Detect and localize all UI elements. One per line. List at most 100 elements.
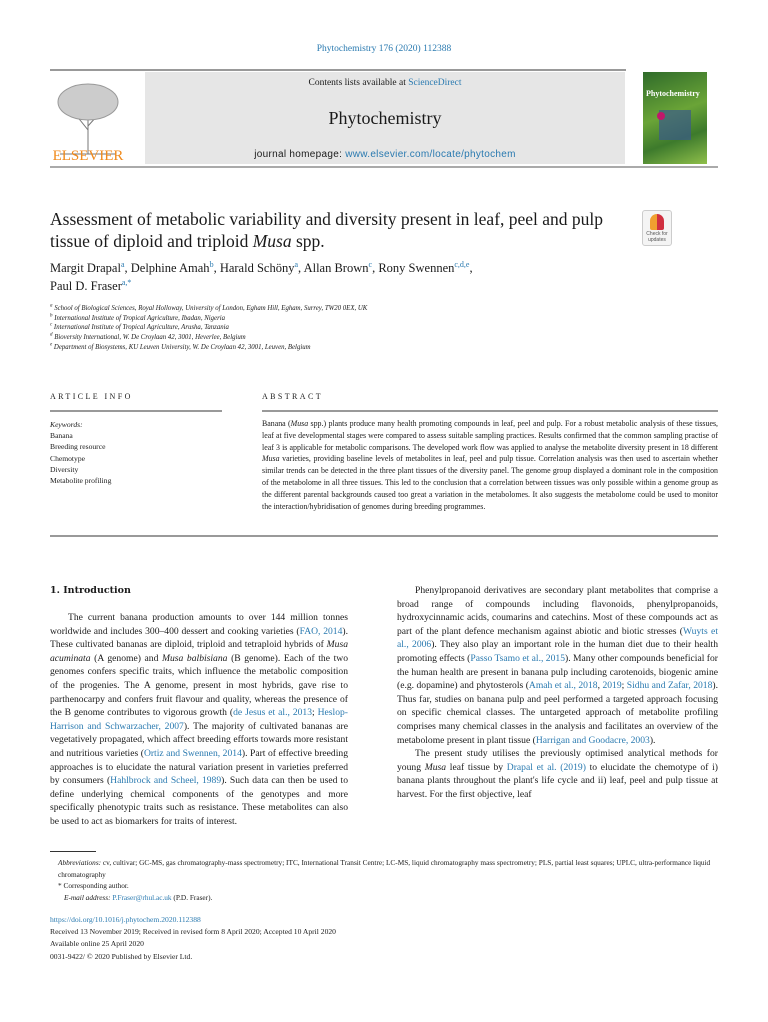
italic-text: Musa (262, 454, 280, 464)
text-run: ). The majority of cultivated ba­nanas a… (50, 720, 348, 759)
affiliation: c International Institute of Tropical Ag… (50, 323, 670, 333)
section-heading-introduction: 1. Introduction (50, 585, 131, 596)
text-run: ). Such data can then be used to define … (50, 775, 348, 827)
author-name[interactable]: Harald Schöny (219, 261, 295, 275)
text-run: Banana ( (262, 419, 291, 428)
text-run: ; (621, 680, 627, 692)
doi-link[interactable]: https://doi.org/10.1016/j.phytochem.2020… (50, 915, 201, 924)
homepage-link[interactable]: www.elsevier.com/locate/phytochem (345, 149, 516, 160)
author[interactable]: Delphine Amahb (130, 259, 214, 275)
email-suffix: (P.D. Fraser). (171, 892, 213, 902)
divider (262, 410, 718, 412)
author-affiliation-mark[interactable]: a,* (121, 277, 132, 287)
affiliation-mark: b (50, 313, 53, 319)
title-genus: Musa (252, 231, 292, 251)
author-affiliation-mark[interactable]: b (209, 259, 214, 269)
affiliations: a School of Biological Sciences, Royal H… (50, 304, 670, 353)
citation-link[interactable]: Hahlbrock and Scheel, 1989 (110, 775, 222, 787)
email-link[interactable]: P.Fraser@rhul.ac.uk (112, 892, 172, 902)
author-affiliation-mark[interactable]: c,d,e (454, 259, 470, 269)
affiliation-text: School of Biological Sciences, Royal Hol… (52, 305, 368, 312)
citation-link[interactable]: Wuyts et al., 2006 (397, 625, 718, 651)
affiliation-text: Bioversity International, W. De Croylaan… (52, 334, 246, 342)
citation-link[interactable]: de Jesus et al., 2013 (233, 707, 313, 719)
author-name[interactable]: Margit Drapal (50, 261, 121, 275)
keyword[interactable]: Chemotype (50, 453, 86, 463)
text-run: The current banana production amounts to… (50, 612, 348, 637)
affiliation: e Department of Biosystems, KU Leuven Un… (50, 343, 670, 353)
abstract-text: Banana (Musa spp.) plants produce many h… (262, 418, 718, 512)
body-column-left: The current banana production amounts to… (50, 611, 348, 829)
title-text: spp. (291, 231, 325, 251)
body-column-right: Phenylpropanoid derivatives are secondar… (397, 584, 718, 802)
author-affiliation-mark[interactable]: a (120, 259, 125, 269)
divider (50, 410, 222, 412)
affiliation-text: International Institute of Tropical Agri… (52, 324, 229, 332)
author-separator: , (372, 261, 379, 275)
citation-link[interactable]: Heslop-Harrison and Schwarzacher, 2007 (50, 707, 348, 732)
footnote-rule (50, 851, 96, 852)
citation-link[interactable]: Passo Tsamo et al., 2015 (470, 652, 565, 664)
article-info-heading: ARTICLE INFO (50, 392, 133, 401)
italic-text: Musa (290, 419, 309, 428)
journal-header-box: Contents lists available at ScienceDirec… (145, 72, 625, 164)
divider (50, 535, 718, 537)
citation-link[interactable]: Sidhu and Zafar, 2018 (626, 680, 713, 692)
affiliation-text: Department of Biosystems, KU Leuven Univ… (52, 343, 311, 351)
keyword[interactable]: Metabolite profiling (50, 476, 112, 486)
cover-marker (657, 112, 665, 120)
affiliation-mark: a (50, 303, 53, 309)
author[interactable]: Margit Drapala (50, 259, 125, 275)
author-list: Margit Drapala, Delphine Amahb, Harald S… (50, 259, 670, 295)
citation-link[interactable]: FAO, 2014 (299, 625, 343, 637)
journal-cover-image: Phytochemistry (643, 72, 707, 164)
homepage-prefix: journal homepage: (254, 149, 346, 160)
publication-info: https://doi.org/10.1016/j.phytochem.2020… (50, 914, 718, 963)
author[interactable]: Paul D. Frasera,* (50, 277, 132, 293)
paragraph: Phenylpropanoid derivatives are secondar… (397, 584, 718, 747)
text-run: Phenylpropanoid derivatives are secondar… (397, 585, 718, 637)
abstract-heading: ABSTRACT (262, 392, 323, 401)
check-for-updates-button[interactable]: Check for updates (642, 210, 672, 246)
text-run: varieties, providing baseline levels of … (262, 454, 718, 511)
abbreviations-footnote: Abbreviations: cv, cultivar; GC-MS, gas … (50, 857, 718, 880)
text-run: ). Part of effective breeding approaches… (50, 747, 348, 787)
citation-link[interactable]: Amah et al., 2018 (528, 680, 598, 692)
author[interactable]: Allan Brownc (303, 259, 373, 275)
text-run: spp.) plants produce many health promoti… (262, 419, 718, 452)
author-name[interactable]: Rony Swennen (378, 261, 455, 275)
citation-link[interactable]: Harrigan and Goodacre, 2003 (535, 734, 650, 746)
affiliation: b International Institute of Tropical Ag… (50, 313, 670, 324)
keyword[interactable]: Diversity (50, 464, 79, 474)
author[interactable]: Harald Schönya (219, 259, 299, 275)
affiliation-mark: e (50, 342, 53, 348)
citation-link[interactable]: Ortiz and Swennen, 2014 (143, 747, 242, 759)
affiliation: a School of Biological Sciences, Royal H… (50, 304, 670, 314)
keyword[interactable]: Banana (50, 431, 73, 441)
keywords-label: Keywords: (50, 420, 83, 429)
abbrev-label: Abbreviations: (58, 858, 102, 867)
elsevier-tree-logo (57, 83, 119, 155)
author-affiliation-mark[interactable]: a (294, 259, 299, 269)
journal-reference-link[interactable]: Phytochemistry 176 (2020) 112388 (316, 44, 452, 54)
received-dates: Received 13 November 2019; Received in r… (50, 927, 336, 937)
homepage-line: journal homepage: www.elsevier.com/locat… (145, 149, 625, 160)
elsevier-wordmark: ELSEVIER (52, 148, 124, 164)
paragraph: The current banana production amounts to… (50, 611, 348, 829)
keyword[interactable]: Breeding resource (50, 442, 106, 452)
author-affiliation-mark[interactable]: c (368, 259, 373, 269)
contents-line: Contents lists available at ScienceDirec… (145, 78, 625, 88)
journal-title: Phytochemistry (328, 108, 442, 128)
email-label: E-mail address: (64, 892, 113, 902)
citation-link[interactable]: Drapal et al. (2019) (506, 761, 586, 773)
author-name[interactable]: Delphine Amah (130, 261, 210, 275)
citation-link[interactable]: 2019 (602, 680, 622, 692)
cover-title: Phytochemistry (646, 89, 700, 98)
affiliation-text: International Institute of Tropical Agri… (52, 314, 225, 322)
author-name[interactable]: Paul D. Fraser (50, 279, 122, 293)
affiliation-mark: d (50, 332, 53, 338)
author-name[interactable]: Allan Brown (303, 261, 369, 275)
author[interactable]: Rony Swennenc,d,e (378, 259, 470, 275)
sciencedirect-link[interactable]: ScienceDirect (408, 78, 462, 88)
author-separator: , (213, 261, 220, 275)
